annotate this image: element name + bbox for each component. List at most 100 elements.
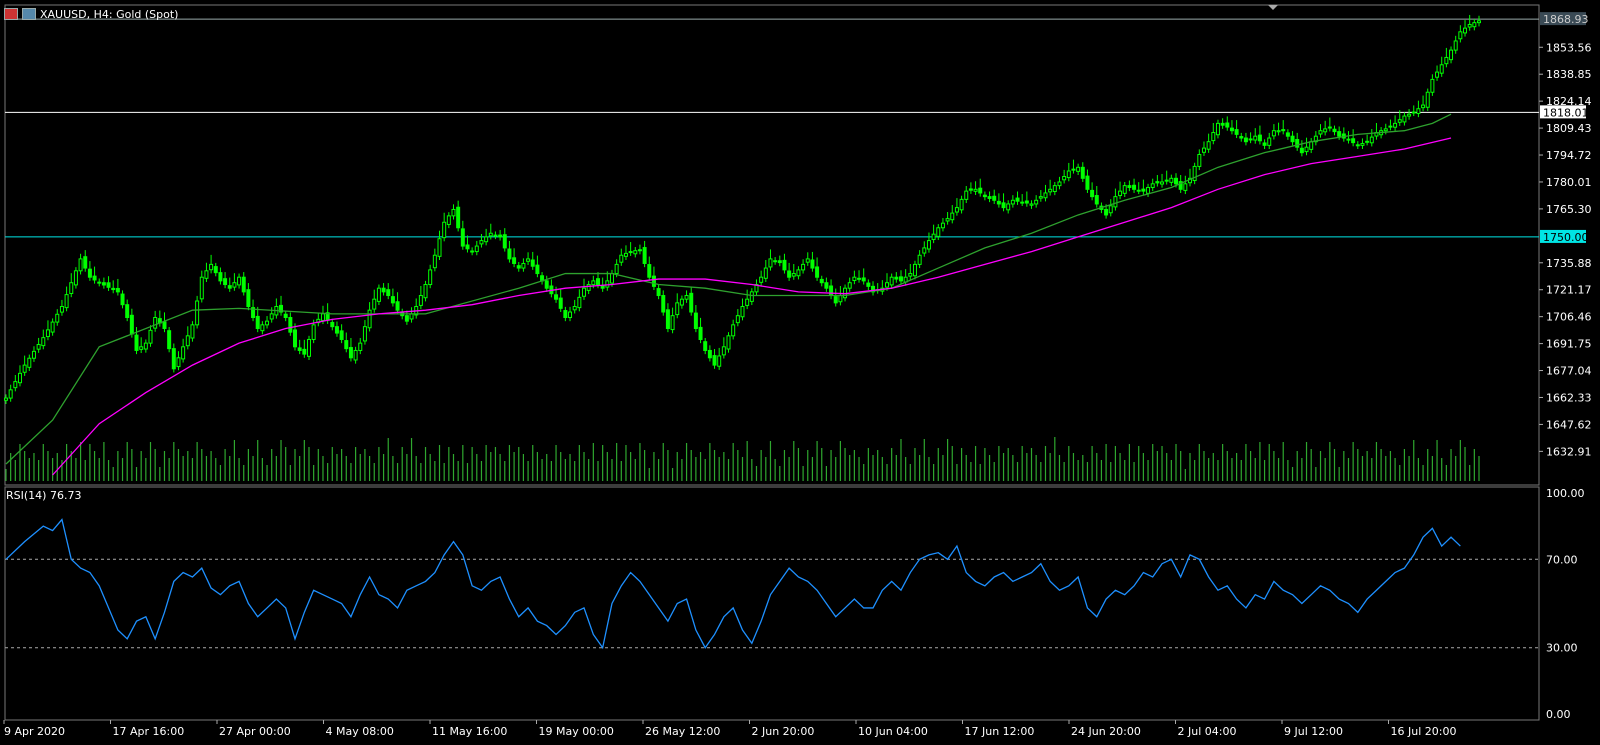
volume-bars	[5, 437, 1480, 481]
candle-body	[885, 282, 890, 288]
time-axis-label: 27 Apr 00:00	[219, 725, 291, 738]
candle-body	[656, 288, 661, 297]
time-axis-label: 17 Jun 12:00	[965, 725, 1035, 738]
candle-body	[279, 304, 284, 313]
price-axis-label: 1735.88	[1546, 257, 1592, 270]
candle-body	[1346, 138, 1351, 141]
candle-body	[1337, 131, 1342, 137]
candle-body	[894, 276, 899, 280]
candle-body	[1332, 128, 1337, 133]
candle-body	[945, 218, 950, 222]
candle-body	[386, 289, 391, 297]
price-axis-label: 1691.75	[1546, 338, 1592, 351]
candle-body	[1262, 142, 1267, 146]
candle-body	[1164, 179, 1169, 182]
candle-body	[628, 251, 633, 254]
candle-body	[330, 321, 335, 328]
candle-body	[1066, 170, 1071, 179]
candle-body	[195, 300, 200, 326]
candle-body	[358, 342, 363, 351]
candle-body	[978, 187, 983, 194]
time-axis-label: 24 Jun 20:00	[1071, 725, 1141, 738]
candle-body	[1108, 205, 1113, 214]
candle-body	[8, 389, 13, 399]
candle-body	[554, 294, 559, 300]
candle-body	[931, 233, 936, 240]
candle-body	[768, 258, 773, 268]
candle-body	[754, 284, 759, 293]
candle-body	[1160, 181, 1165, 185]
candle-body	[311, 324, 316, 340]
candle-body	[1295, 138, 1300, 148]
candle-body	[749, 291, 754, 302]
candle-body	[190, 324, 195, 339]
candle-body	[1281, 129, 1286, 132]
candle-body	[866, 282, 871, 287]
time-axis-label: 9 Jul 12:00	[1284, 725, 1343, 738]
candle-body	[255, 315, 260, 329]
candle-body	[1215, 122, 1220, 136]
candle-body	[246, 289, 251, 308]
candle-body	[959, 198, 964, 211]
candle-body	[13, 381, 18, 389]
candle-body	[917, 254, 922, 265]
candle-body	[470, 250, 475, 253]
candle-body	[717, 355, 722, 367]
candle-body	[1411, 111, 1416, 114]
candle-body	[693, 312, 698, 329]
candle-body	[614, 263, 619, 275]
candle-body	[1020, 201, 1025, 204]
candle-body	[1425, 91, 1430, 108]
candle-body	[143, 342, 148, 350]
candle-body	[810, 259, 815, 269]
candle-body	[954, 207, 959, 213]
candle-body	[665, 309, 670, 329]
candle-body	[507, 248, 512, 260]
candle-body	[857, 277, 862, 280]
candle-body	[1360, 143, 1365, 146]
candle-body	[125, 304, 130, 319]
time-axis-label: 10 Jun 04:00	[858, 725, 928, 738]
time-axis-label: 16 Jul 20:00	[1391, 725, 1457, 738]
time-axis-label: 4 May 08:00	[326, 725, 394, 738]
candle-body	[586, 284, 591, 291]
candle-body	[41, 337, 46, 347]
candle-body	[1467, 23, 1472, 28]
candle-body	[1383, 128, 1388, 132]
candle-body	[987, 196, 992, 199]
candle-body	[996, 200, 1001, 205]
rsi-panel-frame	[4, 486, 1540, 721]
candle-body	[777, 260, 782, 264]
candle-body	[1458, 31, 1463, 40]
candle-body	[199, 276, 204, 300]
candle-body	[908, 273, 913, 277]
candle-body	[390, 296, 395, 304]
candle-body	[600, 285, 605, 289]
candle-body	[1327, 126, 1332, 129]
candle-body	[320, 313, 325, 321]
candle-body	[1248, 138, 1253, 141]
candle-body	[115, 287, 120, 293]
candle-body	[306, 338, 311, 357]
candle-body	[847, 282, 852, 289]
candle-body	[637, 249, 642, 252]
candle-body	[227, 285, 232, 289]
candle-body	[1001, 202, 1006, 209]
rsi-axis-label: 30.00	[1546, 642, 1578, 655]
candle-body	[1010, 199, 1015, 205]
candle-body	[348, 347, 353, 359]
candle-body	[1463, 27, 1468, 34]
candle-body	[791, 273, 796, 277]
candle-body	[36, 344, 41, 350]
candle-body	[670, 315, 675, 331]
candle-body	[1169, 177, 1174, 183]
candle-body	[558, 297, 563, 309]
price-label: 1868.93	[1543, 13, 1589, 26]
moving-average-slow	[52, 137, 1452, 476]
candle-body	[871, 285, 876, 293]
candle-body	[1094, 195, 1099, 205]
candle-body	[1024, 200, 1029, 204]
candle-body	[1122, 185, 1127, 194]
